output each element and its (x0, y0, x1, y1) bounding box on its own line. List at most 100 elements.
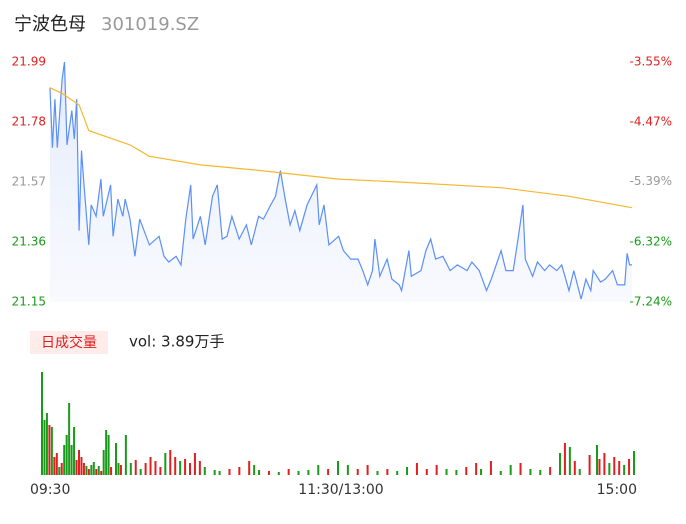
volume-bar (603, 453, 606, 475)
volume-bar (95, 469, 98, 475)
volume-bar (75, 460, 78, 475)
volume-bar (193, 453, 196, 475)
y2-tick-label: -4.47% (630, 114, 672, 128)
volume-bar (43, 420, 46, 475)
volume-bar (100, 471, 103, 475)
volume-bar (509, 465, 512, 475)
volume-bar (337, 461, 339, 475)
volume-bar (327, 469, 330, 475)
volume-bar (529, 469, 532, 475)
volume-bar (179, 461, 182, 475)
volume-bar (563, 443, 566, 475)
volume-bar (445, 469, 448, 475)
volume-bar (189, 463, 191, 475)
volume-bar (164, 453, 167, 475)
volume-bar (97, 466, 100, 475)
volume-bar (248, 461, 251, 475)
volume-bar (539, 470, 542, 475)
volume-bar (55, 453, 58, 475)
stock-name: 宁波色母 (14, 14, 86, 35)
volume-bar (499, 471, 502, 475)
y2-tick-label: -6.32% (630, 235, 672, 249)
y-tick-label: 21.15 (12, 295, 46, 309)
volume-bar (549, 467, 552, 475)
volume-bar (58, 467, 61, 475)
volume-bar (92, 462, 95, 475)
volume-bar (87, 469, 90, 475)
volume-bar (63, 445, 66, 475)
volume-bar (82, 463, 85, 475)
volume-bar (455, 470, 458, 475)
volume-bar (85, 466, 88, 475)
volume-bar (129, 463, 132, 475)
volume-bar (267, 471, 270, 475)
volume-bar (80, 457, 83, 475)
volume-bar (48, 425, 51, 475)
volume-bar (406, 467, 409, 475)
volume-bar (117, 463, 120, 475)
volume-bar (633, 451, 635, 475)
stock-code: 301019.SZ (101, 14, 199, 35)
volume-bar (238, 467, 241, 475)
x-tick-label: 11:30/13:00 (298, 482, 383, 498)
volume-bar (435, 465, 438, 475)
volume-bar (346, 465, 349, 475)
volume-bar (415, 463, 418, 475)
volume-bar (618, 461, 621, 475)
y2-tick-label: -3.55% (630, 55, 672, 69)
volume-bar (73, 427, 76, 475)
y-tick-label: 21.99 (12, 55, 46, 69)
volume-bar (144, 463, 147, 475)
y-tick-label: 21.57 (12, 175, 46, 189)
volume-bar (50, 427, 53, 475)
volume-bar (41, 372, 43, 475)
volume-label-bg (30, 331, 108, 354)
volume-bar (465, 467, 468, 475)
volume-bar (90, 465, 93, 475)
volume-bar (139, 469, 142, 475)
volume-bar (159, 467, 162, 475)
volume-bar (588, 455, 591, 475)
volume-bar (623, 465, 626, 475)
volume-bar (218, 471, 221, 475)
y-tick-label: 21.78 (12, 115, 46, 129)
volume-bar (134, 460, 137, 475)
volume-bar (366, 465, 369, 475)
volume-bar (60, 463, 63, 475)
volume-bar (317, 465, 320, 475)
volume-bar (628, 459, 631, 475)
volume-bar (578, 469, 581, 475)
volume-bar (228, 469, 231, 475)
volume-bar (78, 450, 80, 475)
x-tick-label: 15:00 (597, 482, 637, 498)
price-area (50, 62, 632, 302)
volume-bar (475, 463, 478, 475)
volume-bar (568, 447, 571, 475)
volume-bar (174, 457, 177, 475)
volume-text: vol: 3.89万手 (129, 333, 224, 351)
volume-bar (519, 463, 522, 475)
volume-bar (258, 470, 261, 475)
average-line (49, 87, 633, 209)
volume-bar (107, 435, 110, 475)
volume-bar (489, 461, 492, 475)
volume-bar (613, 457, 616, 475)
volume-bar (45, 413, 48, 475)
y-tick-label: 21.36 (12, 235, 46, 249)
volume-bar (277, 472, 280, 475)
volume-bar (115, 443, 117, 475)
volume-bar (203, 467, 206, 475)
volume-bar (356, 469, 359, 475)
volume-bar (608, 463, 611, 475)
volume-bar (70, 445, 73, 475)
volume-bar (110, 467, 113, 475)
volume-bar (307, 470, 310, 475)
volume-bar (102, 450, 105, 475)
x-tick-label: 09:30 (30, 482, 70, 498)
volume-bar (213, 470, 216, 475)
volume-bar (154, 461, 157, 475)
volume-bar (53, 457, 56, 475)
volume-bar (425, 469, 428, 475)
volume-bar (124, 435, 127, 475)
